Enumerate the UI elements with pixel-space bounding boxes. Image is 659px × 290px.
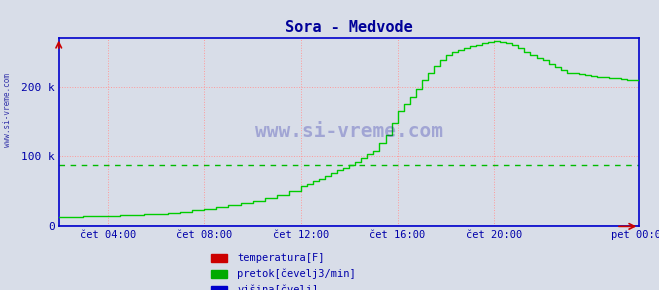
Text: višina[čvelj]: višina[čvelj] <box>237 284 318 290</box>
Title: Sora - Medvode: Sora - Medvode <box>285 20 413 35</box>
Text: www.si-vreme.com: www.si-vreme.com <box>3 73 13 147</box>
Text: pretok[čevelj3/min]: pretok[čevelj3/min] <box>237 269 356 279</box>
Text: www.si-vreme.com: www.si-vreme.com <box>255 122 444 142</box>
Text: temperatura[F]: temperatura[F] <box>237 253 325 263</box>
